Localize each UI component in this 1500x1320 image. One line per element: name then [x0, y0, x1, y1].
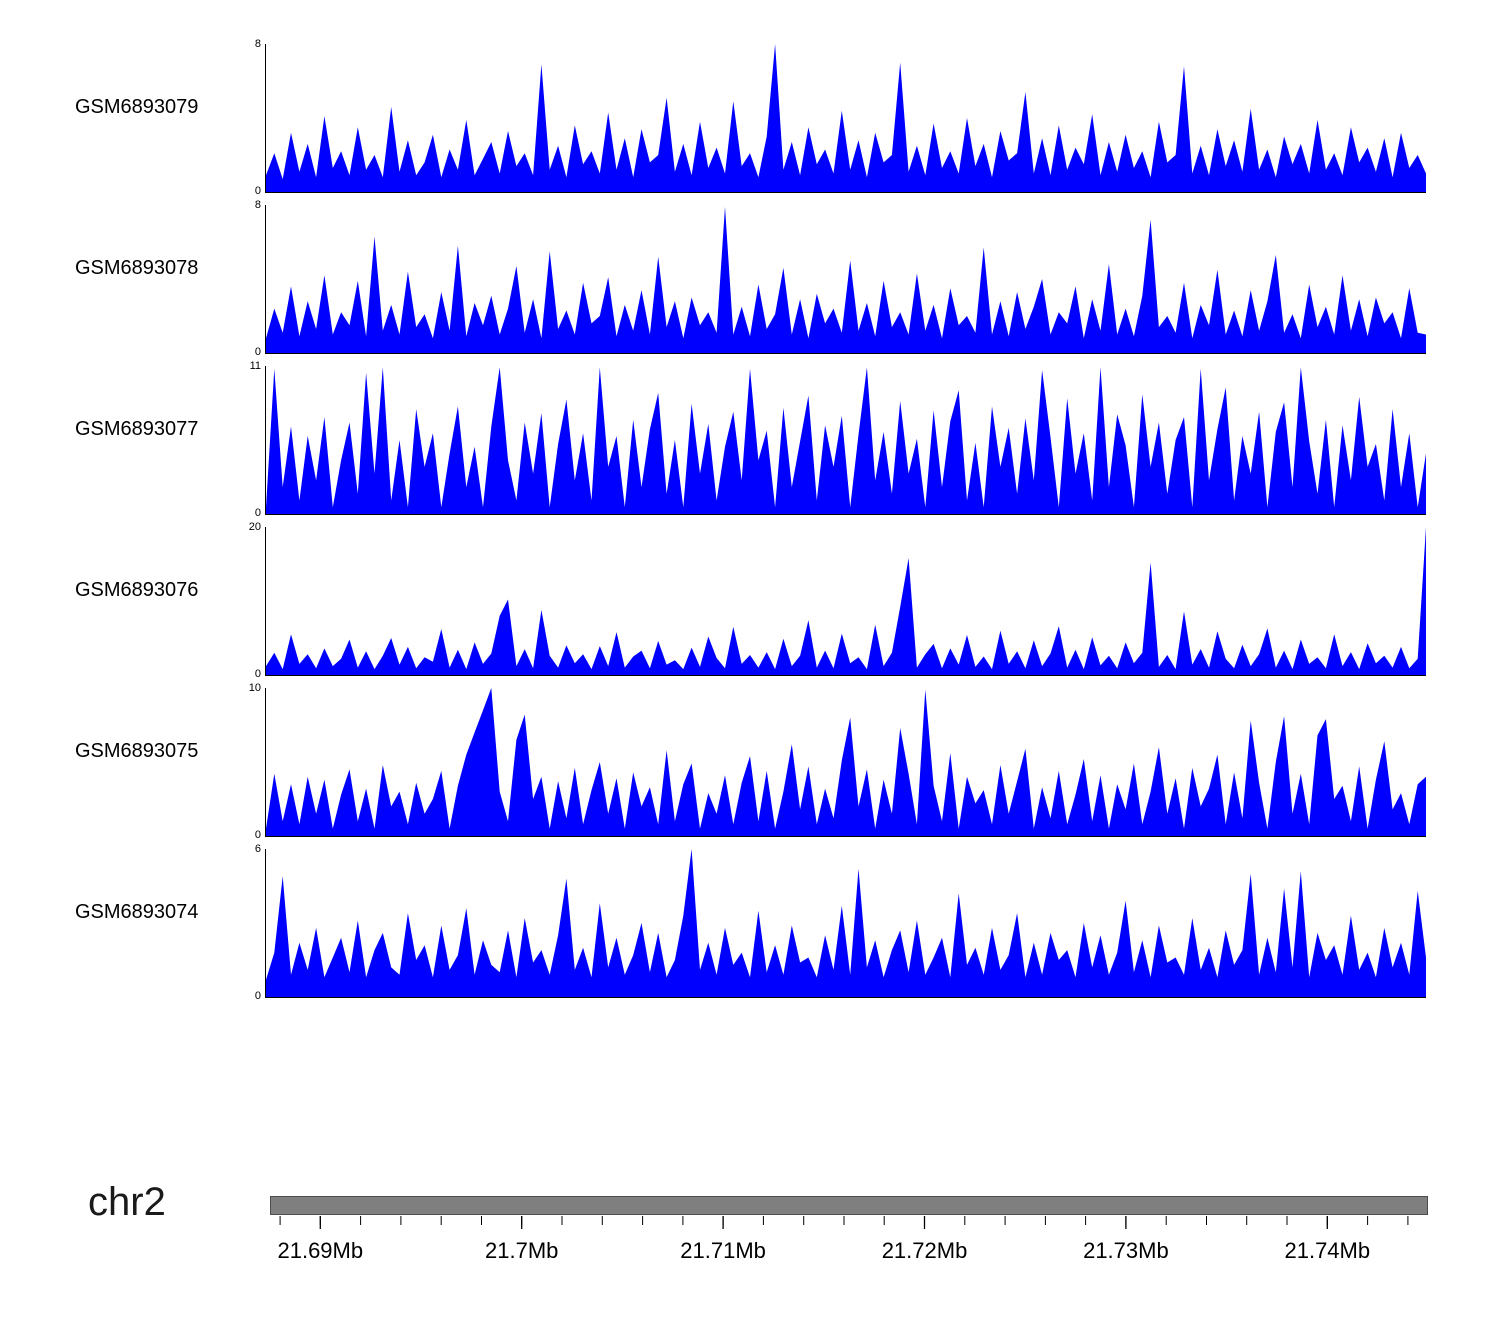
coverage-polygon	[266, 688, 1426, 836]
coverage-track: GSM6893079 8 0	[0, 38, 1500, 199]
chromosome-ideogram-bar	[270, 1196, 1428, 1215]
svg-text:21.71Mb: 21.71Mb	[680, 1238, 766, 1263]
coverage-area-chart	[266, 44, 1426, 192]
coverage-track: GSM6893077 11 0	[0, 360, 1500, 521]
svg-text:21.73Mb: 21.73Mb	[1083, 1238, 1169, 1263]
coverage-polygon	[266, 849, 1426, 997]
coverage-polygon	[266, 44, 1426, 192]
svg-text:21.7Mb: 21.7Mb	[485, 1238, 558, 1263]
y-axis-max-label: 6	[254, 843, 261, 855]
ruler-ticks	[279, 1216, 1409, 1225]
y-axis-zero-label: 0	[254, 668, 261, 680]
coverage-tracks: GSM6893079 8 0 GSM6893078 8 0 GSM6893077…	[0, 38, 1500, 1004]
track-label: GSM6893078	[75, 257, 199, 279]
track-label: GSM6893077	[75, 418, 199, 440]
y-axis-zero-label: 0	[254, 185, 261, 197]
y-axis-zero-label: 0	[254, 507, 261, 519]
track-label: GSM6893076	[75, 579, 199, 601]
track-plot-area: 6 0	[255, 844, 1426, 1002]
track-label: GSM6893074	[75, 901, 199, 923]
track-plot-area: 8 0	[255, 39, 1426, 197]
coverage-area-chart	[266, 849, 1426, 997]
coverage-area-chart	[266, 367, 1426, 514]
coverage-track: GSM6893074 6 0	[0, 843, 1500, 1004]
svg-text:21.74Mb: 21.74Mb	[1284, 1238, 1370, 1263]
genomic-coordinate-ruler: 21.69Mb 21.7Mb 21.71Mb 21.72Mb 21.73Mb 21.74M…	[277, 1216, 1409, 1263]
track-plot-area: 8 0	[255, 200, 1426, 358]
coverage-track: GSM6893078 8 0	[0, 199, 1500, 360]
y-axis-max-label: 20	[248, 521, 261, 533]
track-plot-area: 20 0	[249, 522, 1426, 680]
coverage-area-chart	[266, 688, 1426, 836]
track-label: GSM6893075	[75, 740, 199, 762]
y-axis-max-label: 11	[249, 360, 261, 372]
track-plot-area: 10 0	[249, 683, 1426, 841]
coverage-track: GSM6893076 20 0	[0, 521, 1500, 682]
track-plot-area: 11 0	[250, 361, 1426, 519]
y-axis-zero-label: 0	[254, 346, 261, 358]
svg-text:21.69Mb: 21.69Mb	[277, 1238, 363, 1263]
svg-text:21.72Mb: 21.72Mb	[882, 1238, 968, 1263]
y-axis-max-label: 10	[248, 682, 261, 694]
ruler-labels: 21.69Mb 21.7Mb 21.71Mb 21.72Mb 21.73Mb 21.74M…	[277, 1216, 1370, 1263]
y-axis-max-label: 8	[254, 38, 261, 50]
coverage-polygon	[266, 206, 1426, 353]
coverage-polygon	[266, 527, 1426, 675]
coverage-area-chart	[266, 206, 1426, 353]
y-axis-zero-label: 0	[254, 829, 261, 841]
coverage-polygon	[266, 367, 1426, 514]
y-axis-zero-label: 0	[254, 990, 261, 1002]
chromosome-label: chr2	[88, 1180, 166, 1224]
y-axis-max-label: 8	[254, 199, 261, 211]
coverage-area-chart	[266, 527, 1426, 675]
coverage-track: GSM6893075 10 0	[0, 682, 1500, 843]
track-label: GSM6893079	[75, 96, 199, 118]
